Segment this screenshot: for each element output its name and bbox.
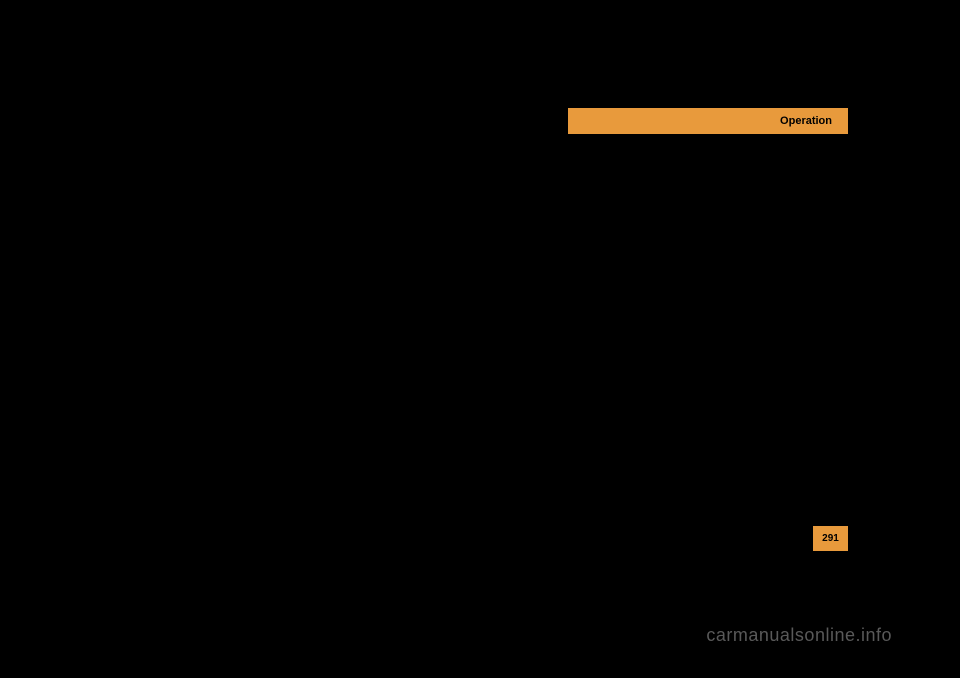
page-number: 291 xyxy=(822,533,839,544)
header-bar: Operation xyxy=(568,108,848,134)
watermark-text: carmanualsonline.info xyxy=(706,625,892,646)
header-label: Operation xyxy=(780,115,832,127)
page-number-box: 291 xyxy=(813,526,848,551)
